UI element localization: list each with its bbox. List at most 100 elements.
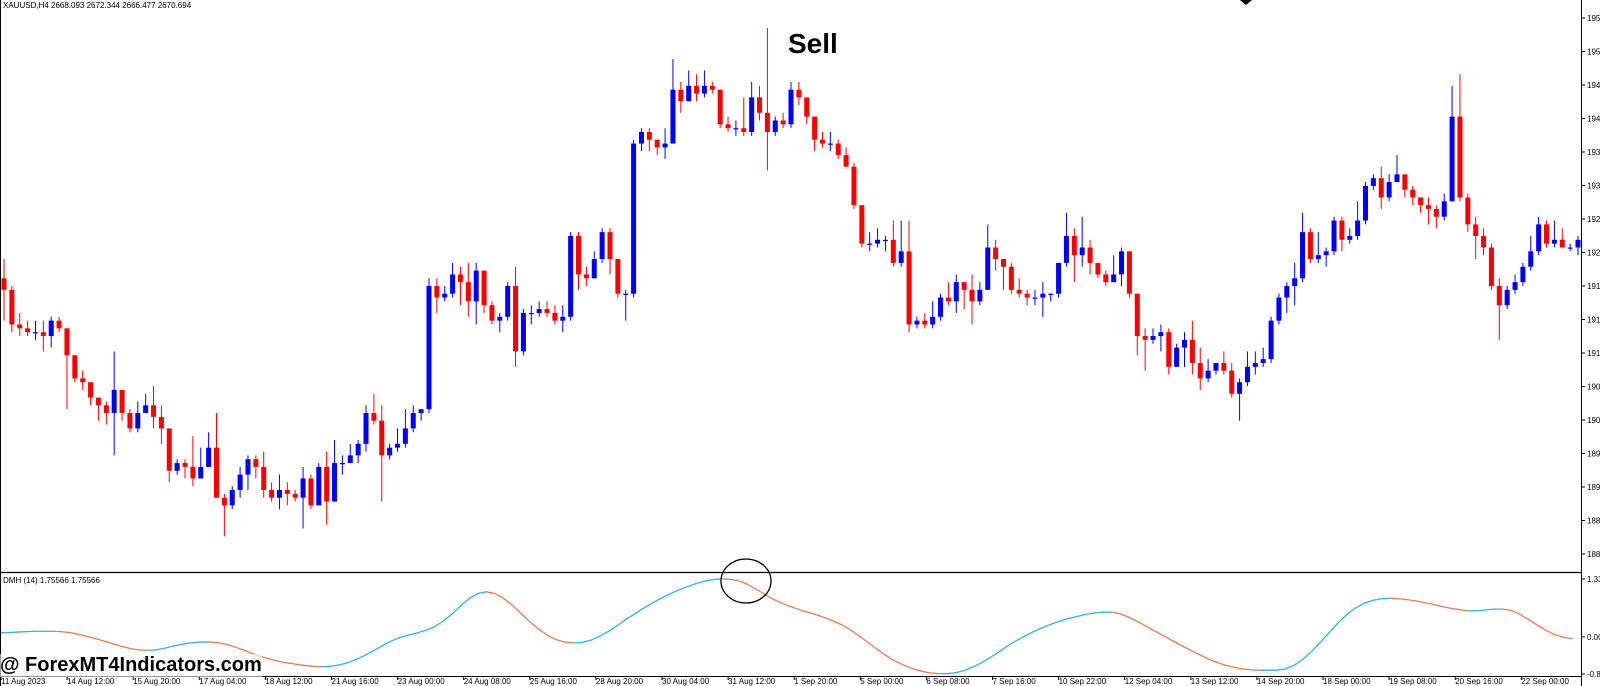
candle-body <box>418 409 424 414</box>
oscillator-segment <box>346 658 357 664</box>
candle <box>646 128 652 152</box>
candle <box>190 436 196 487</box>
candle <box>1449 85 1455 202</box>
candle <box>1 259 7 321</box>
candle-body <box>757 97 763 113</box>
candle-body <box>1575 239 1581 248</box>
candle-body <box>1559 239 1565 248</box>
oscillator-segment <box>1475 609 1486 612</box>
candle <box>316 463 322 506</box>
oscillator-segment <box>1293 658 1304 667</box>
dmh-oscillator <box>0 578 1573 675</box>
time-tick-label: 11 Aug 2023 <box>1 677 46 686</box>
candle <box>127 409 133 433</box>
candle <box>1496 278 1502 340</box>
candle-body <box>206 447 212 467</box>
candle <box>1205 359 1211 383</box>
oscillator-segment <box>581 639 592 644</box>
candle <box>1410 185 1416 206</box>
candle-body <box>1166 332 1172 367</box>
candle-body <box>119 389 125 414</box>
oscillator-segment <box>520 612 531 623</box>
candle <box>867 232 873 252</box>
candle <box>631 139 637 298</box>
candle <box>1394 155 1400 183</box>
candle <box>88 382 94 406</box>
candle <box>284 482 290 506</box>
candle <box>513 266 519 367</box>
candle-body <box>1142 336 1148 340</box>
candle-body <box>363 413 369 444</box>
oscillator-segment <box>1345 607 1356 616</box>
candle-body <box>835 143 841 156</box>
candle <box>48 316 54 348</box>
oscillator-segment <box>1189 649 1200 655</box>
candle-body <box>1189 339 1195 363</box>
oscillator-segment <box>503 597 514 606</box>
price-tick-label: 1906 <box>1587 383 1600 392</box>
candle <box>221 493 227 537</box>
candle <box>890 220 896 267</box>
candle-body <box>843 155 849 167</box>
candle-body <box>804 97 810 117</box>
oscillator-segment <box>424 626 435 632</box>
oscillator-segment <box>902 664 913 670</box>
candle-body <box>1024 293 1030 298</box>
candle-body <box>111 389 117 414</box>
candle-body <box>1205 370 1211 379</box>
oscillator-segment <box>1362 599 1373 605</box>
candle <box>1441 193 1447 221</box>
candle <box>536 301 542 317</box>
candle <box>528 305 534 325</box>
candle <box>269 482 275 502</box>
time-tick-label: 10 Sep 22:00 <box>1059 677 1107 686</box>
candle-body <box>1048 293 1054 295</box>
candle <box>387 443 393 460</box>
candle-body <box>269 490 275 498</box>
candle-body <box>985 247 991 290</box>
candle-body <box>284 490 290 494</box>
oscillator-segment <box>598 631 609 638</box>
oscillator-segment <box>407 632 418 636</box>
candle-body <box>505 286 511 317</box>
candle <box>804 97 810 125</box>
candle <box>1536 216 1542 256</box>
time-tick-label: 25 Aug 16:00 <box>530 677 578 686</box>
candle-body <box>930 316 936 325</box>
candle-body <box>324 466 330 502</box>
candle <box>158 405 164 444</box>
oscillator-segment <box>737 579 748 585</box>
candle <box>859 205 865 248</box>
oscillator-segment <box>1215 661 1226 666</box>
candle <box>725 116 731 133</box>
candle <box>339 455 345 475</box>
candle-body <box>741 128 747 133</box>
oscillator-segment <box>1067 615 1078 620</box>
candle-body <box>1182 339 1187 348</box>
candle <box>1512 274 1518 294</box>
candle-body <box>442 293 448 298</box>
candle-body <box>1119 251 1125 275</box>
candle <box>17 312 23 337</box>
oscillator-segment <box>329 664 340 667</box>
candle-body <box>80 378 86 383</box>
candle <box>1268 316 1274 363</box>
oscillator-segment <box>694 580 705 585</box>
candle-body <box>725 124 731 129</box>
oscillator-segment <box>1180 644 1191 651</box>
candle <box>1370 174 1376 190</box>
oscillator-segment <box>972 662 983 668</box>
candle <box>1363 182 1369 225</box>
oscillator-segment <box>442 613 453 622</box>
oscillator-segment <box>1128 616 1139 623</box>
candle-body <box>662 143 668 148</box>
price-tick-label: 1893 <box>1587 483 1600 492</box>
candle-body <box>772 120 778 133</box>
candle <box>615 259 621 298</box>
time-tick-label: 19 Sep 08:00 <box>1389 677 1437 686</box>
oscillator-segment <box>372 645 383 652</box>
candle <box>1119 247 1125 286</box>
candle-body <box>1032 297 1038 299</box>
candle-body <box>552 312 558 321</box>
